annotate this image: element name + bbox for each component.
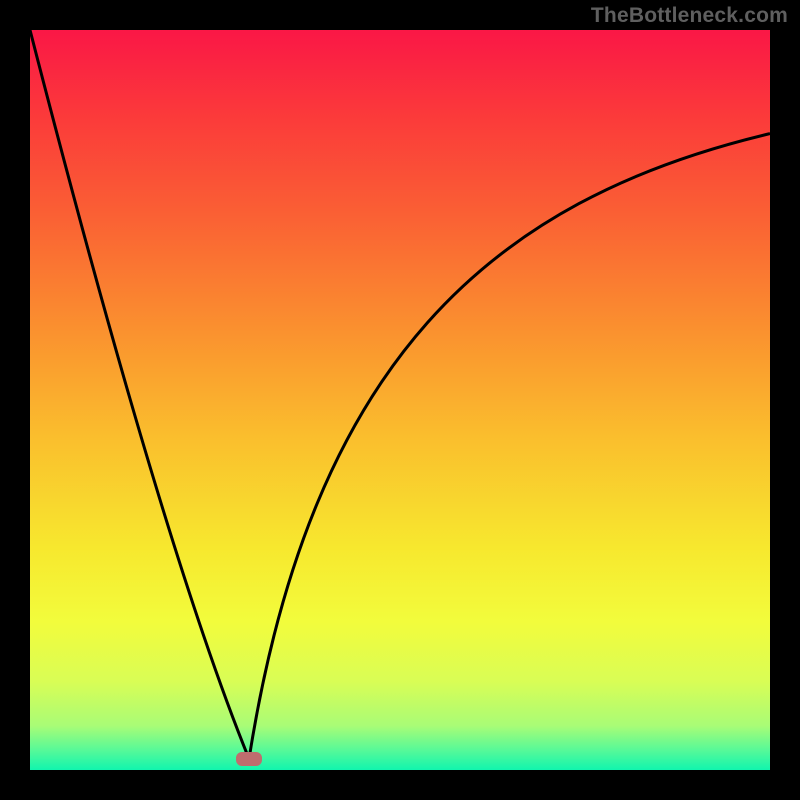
plot-area [30, 30, 770, 770]
gradient-background [30, 30, 770, 770]
minimum-marker [236, 752, 262, 766]
chart-frame: TheBottleneck.com [0, 0, 800, 800]
watermark-text: TheBottleneck.com [591, 4, 788, 28]
